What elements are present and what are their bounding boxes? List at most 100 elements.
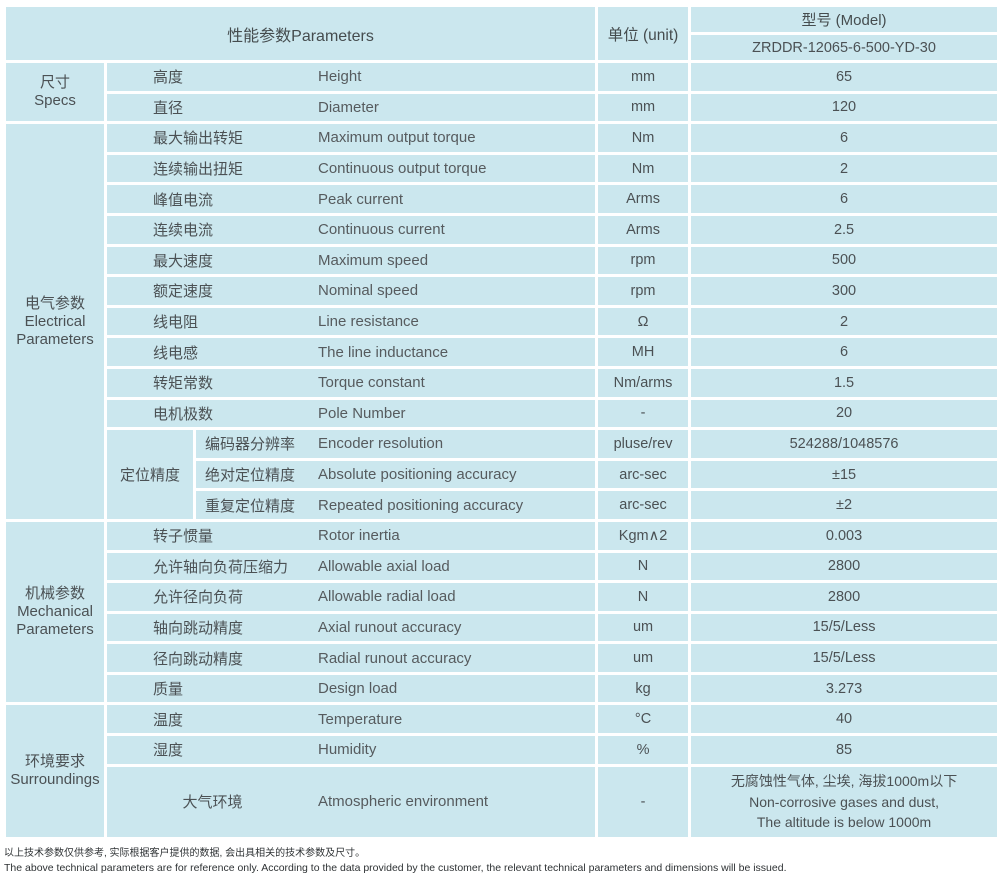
spec-table: 性能参数Parameters 单位 (unit) 型号 (Model) ZRDD… (2, 4, 1000, 840)
row-label-cn: 连续电流 (153, 222, 214, 240)
row-label-en: Maximum speed (318, 251, 429, 269)
row-label-cn: 大气环境 (182, 794, 243, 812)
row-value: 40 (688, 702, 1000, 737)
table-row: 峰值电流 Peak current Arms 6 (5, 182, 1000, 216)
row-label-cell: 直径 Diameter (103, 90, 599, 125)
row-unit: MH (595, 335, 692, 369)
row-label-cell: 湿度 Humidity (103, 733, 599, 767)
unit-header: 单位 (unit) (595, 4, 692, 63)
row-label-cn: 径向跳动精度 (153, 650, 244, 668)
row-label-en: Maximum output torque (318, 129, 476, 147)
row-label-cell: 最大速度 Maximum speed (103, 243, 599, 278)
row-value: 500 (688, 243, 1000, 278)
row-label-cell: 高度 Height (103, 60, 599, 94)
row-label-cell: 连续输出扭矩 Continuous output torque (103, 151, 599, 186)
table-row: 机械参数 Mechanical Parameters 转子惯量 Rotor inerti… (3, 518, 1000, 706)
row-unit: - (595, 763, 692, 840)
row-label-cell: 额定速度 Nominal speed (103, 274, 599, 308)
row-unit: rpm (595, 243, 692, 278)
row-label-en: Humidity (318, 741, 377, 759)
row-unit: Nm (595, 151, 692, 186)
row-unit: - (595, 396, 692, 431)
row-label-cn: 绝对定位精度 (205, 467, 296, 485)
row-label-cell: 大气环境 Atmospheric environment (103, 763, 599, 840)
row-label-cell: 电机极数 Pole Number (103, 396, 599, 431)
row-label-en: Radial runout accuracy (318, 649, 472, 667)
row-label-cn: 线电阻 (153, 314, 199, 332)
row-label-cell: 峰值电流 Peak current (103, 182, 599, 216)
row-label-en: Nominal speed (318, 282, 419, 300)
row-value: ±15 (688, 457, 1000, 492)
row-value: 300 (688, 274, 1000, 308)
row-label-en: Temperature (318, 710, 403, 728)
row-label-cn: 重复定位精度 (205, 497, 296, 515)
row-value: 120 (688, 90, 1000, 125)
row-label-cell: 允许径向负荷 Allowable radial load (103, 580, 599, 614)
table-row: 湿度 Humidity% 85 (5, 733, 1000, 767)
row-label-en: Height (318, 68, 362, 86)
row-value: 0.003 (688, 518, 1000, 553)
row-label-cn: 连续输出扭矩 (153, 161, 244, 179)
table-row: 允许轴向负荷压缩力 Allowable axial load N 2800 (5, 549, 1000, 584)
row-unit: N (595, 580, 692, 614)
table-row: 直径 Diameter mm 120 (5, 90, 1000, 125)
row-value: 3.273 (688, 671, 1000, 706)
row-label-en: Continuous current (318, 221, 445, 239)
row-label-en: Axial runout accuracy (318, 618, 462, 636)
row-value: 15/5/Less (688, 610, 1000, 645)
row-unit: Ω (595, 304, 692, 339)
row-unit: kg (595, 671, 692, 706)
row-label-cell: 质量 Design load (103, 671, 599, 706)
row-value: 20 (688, 396, 1000, 431)
row-value: ±2 (688, 488, 1000, 522)
row-label-cn: 最大输出转矩 (153, 130, 244, 148)
section-label-mechanical: 机械参数 Mechanical Parameters (3, 518, 107, 706)
row-value: 524288/1048576 (688, 427, 1000, 461)
section-label-surroundings: 环境要求 Surroundings (3, 702, 107, 840)
row-label-cn: 最大速度 (153, 252, 214, 270)
row-label-en: Allowable axial load (318, 557, 450, 575)
group-label-electrical: 定位精度 (104, 427, 196, 522)
row-label-en: Diameter (318, 98, 379, 116)
header-row-top: 性能参数Parameters 单位 (unit) 型号 (Model) (2, 4, 1000, 63)
row-unit: mm (595, 60, 692, 94)
row-label-cell: 允许轴向负荷压缩力 Allowable axial load (103, 549, 599, 584)
row-label-cn: 额定速度 (153, 283, 214, 301)
row-unit: Kgm∧2 (595, 518, 692, 553)
section-label-electrical: 电气参数 Electrical Parameters (3, 121, 107, 522)
row-value: 无腐蚀性气体, 尘埃, 海拔1000m以下 Non-corrosive gases… (688, 763, 1000, 840)
parameters-header: 性能参数Parameters (2, 4, 599, 63)
row-unit: °C (595, 702, 692, 737)
row-unit: % (595, 733, 692, 767)
row-label-cell: 重复定位精度 Repeated positioning accuracy (192, 488, 599, 522)
row-label-cell: 线电阻 Line resistance (103, 304, 599, 339)
row-label-en: Allowable radial load (318, 588, 456, 606)
row-value: 2 (688, 304, 1000, 339)
row-label-cell: 转子惯量 Rotor inertia (103, 518, 599, 553)
row-unit: Nm/arms (595, 365, 692, 400)
table-row: 连续输出扭矩 Continuous output torque Nm 2 (5, 151, 1000, 186)
row-label-cell: 温度 Temperature (103, 702, 599, 737)
row-label-cell: 编码器分辨率 Encoder resolution (192, 427, 599, 461)
table-row: 最大速度 Maximum speed rpm 500 (5, 243, 1000, 278)
row-label-cell: 转矩常数 Torque constant (103, 365, 599, 400)
row-label-en: Repeated positioning accuracy (318, 496, 524, 514)
row-label-cn: 直径 (153, 99, 184, 117)
row-value: 6 (688, 182, 1000, 216)
row-label-cell: 线电感 The line inductance (103, 335, 599, 369)
footnote-cn: 以上技术参数仅供参考, 实际根据客户提供的数据, 会出具相关的技术参数及尺寸。 (4, 847, 366, 859)
row-unit: pluse/rev (595, 427, 692, 461)
row-label-en: Torque constant (318, 374, 425, 392)
table-row: 环境要求 Surroundings 温度 Temperature °C 40 (3, 702, 1000, 840)
row-value: 85 (688, 733, 1000, 767)
row-unit: um (595, 641, 692, 675)
row-label-en: Atmospheric environment (318, 793, 489, 811)
table-body: 尺寸 Specs 高度 Height mm 65 直径 Diameter mm 120 电气参数 El… (3, 59, 1000, 840)
row-value: 2800 (688, 580, 1000, 614)
section-label-specs: 尺寸 Specs (3, 59, 107, 125)
row-label-en: Pole Number (318, 404, 406, 422)
row-value: 6 (688, 335, 1000, 369)
table-row: 转矩常数 Torque constant Nm/arms 1.5 (5, 365, 1000, 400)
row-unit: arc-sec (595, 457, 692, 492)
row-label-cn: 高度 (153, 69, 184, 87)
